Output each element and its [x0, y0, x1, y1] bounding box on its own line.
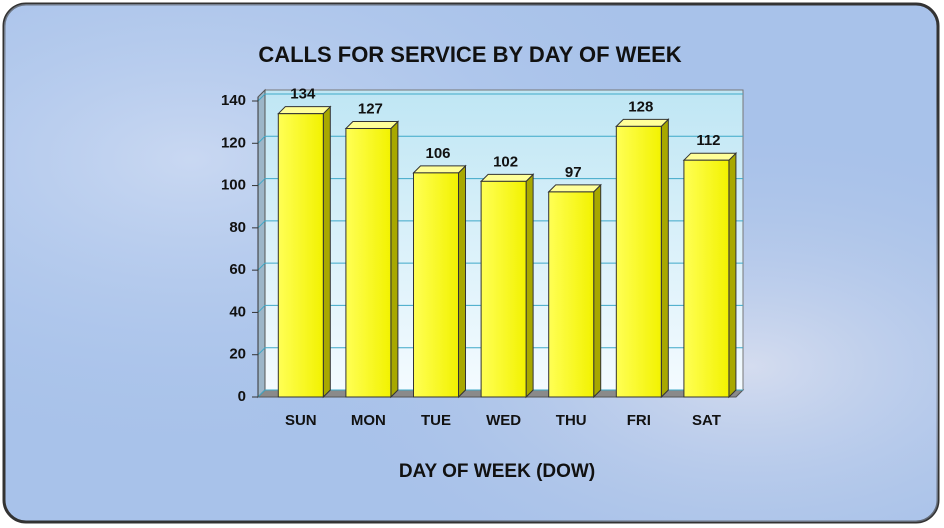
data-label: 102 [493, 153, 518, 170]
y-tick-label: 0 [238, 388, 246, 405]
bar-side [322, 105, 331, 399]
data-label: 97 [565, 164, 582, 181]
grid-line [257, 305, 266, 313]
grid-line [257, 347, 266, 356]
bar-side [593, 183, 602, 399]
grid-line [257, 262, 266, 271]
bar-top [615, 118, 670, 127]
bar [413, 172, 460, 398]
grid-line [257, 178, 266, 186]
data-label: 134 [290, 86, 316, 103]
y-tick-label: 100 [221, 177, 246, 194]
bar-side [390, 120, 399, 399]
x-tick-label: WED [486, 412, 521, 429]
data-label: 106 [425, 145, 450, 162]
grid-line [257, 389, 266, 398]
y-tick-label: 40 [229, 303, 246, 320]
y-tick-label: 60 [229, 261, 246, 278]
y-tick-label: 80 [229, 219, 246, 236]
y-tick-label: 140 [221, 92, 246, 109]
x-tick-label: MON [351, 412, 386, 429]
bar [683, 159, 730, 398]
x-tick-label: SUN [285, 412, 317, 429]
bar-top [547, 184, 602, 193]
bar-top [682, 152, 738, 161]
bar [615, 125, 662, 398]
bar-side [458, 164, 467, 399]
bar [548, 191, 595, 398]
data-label: 112 [696, 132, 720, 149]
grid-line [257, 220, 266, 229]
x-tick-label: SAT [692, 412, 721, 429]
bar-top [412, 165, 467, 174]
bar [480, 180, 527, 398]
x-tick-label: FRI [627, 412, 651, 429]
x-axis-label: DAY OF WEEK (DOW) [399, 461, 595, 482]
grid-line [257, 135, 266, 144]
x-tick-label: THU [556, 412, 587, 429]
chart-title: CALLS FOR SERVICE BY DAY OF WEEK [258, 42, 681, 67]
bar-top [479, 173, 535, 182]
data-label: 128 [628, 98, 653, 115]
data-label: 127 [358, 100, 383, 117]
x-tick-label: TUE [421, 412, 451, 429]
bar [345, 127, 392, 398]
bar-side [525, 173, 534, 399]
bar-side [728, 151, 737, 399]
y-tick-label: 20 [229, 346, 246, 363]
bar-side [660, 118, 669, 399]
y-tick-label: 120 [221, 134, 246, 151]
grid-line [257, 93, 266, 102]
bar [277, 113, 324, 398]
bar-top [344, 120, 400, 129]
bar-top [277, 106, 332, 115]
